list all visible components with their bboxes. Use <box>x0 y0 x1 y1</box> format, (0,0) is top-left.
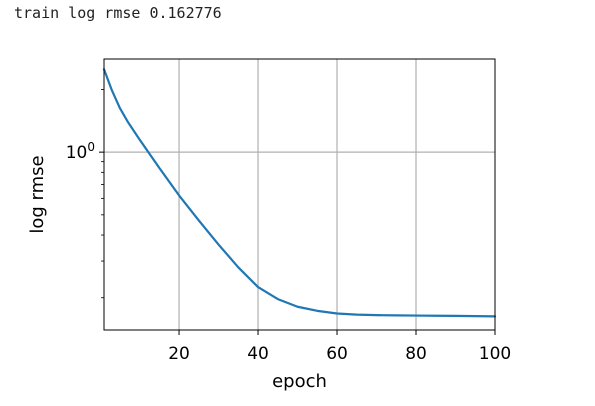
x-tick-label: 40 <box>247 344 269 364</box>
x-tick-label: 100 <box>479 344 511 364</box>
axis-labels: 20 40 60 80 100 100 epoch log rmse <box>27 140 511 392</box>
grid <box>104 59 495 330</box>
y-axis-title: log rmse <box>27 155 48 233</box>
x-tick-label: 80 <box>405 344 427 364</box>
series-line <box>102 68 497 318</box>
axis-ticks <box>99 89 496 335</box>
x-tick-label: 20 <box>168 344 190 364</box>
plot-frame <box>103 58 496 331</box>
console-output: train log rmse 0.162776 <box>14 4 222 22</box>
plot-area <box>102 68 497 318</box>
x-tick-label: 60 <box>326 344 348 364</box>
y-tick-label: 100 <box>66 140 95 163</box>
x-axis-title: epoch <box>272 371 327 392</box>
